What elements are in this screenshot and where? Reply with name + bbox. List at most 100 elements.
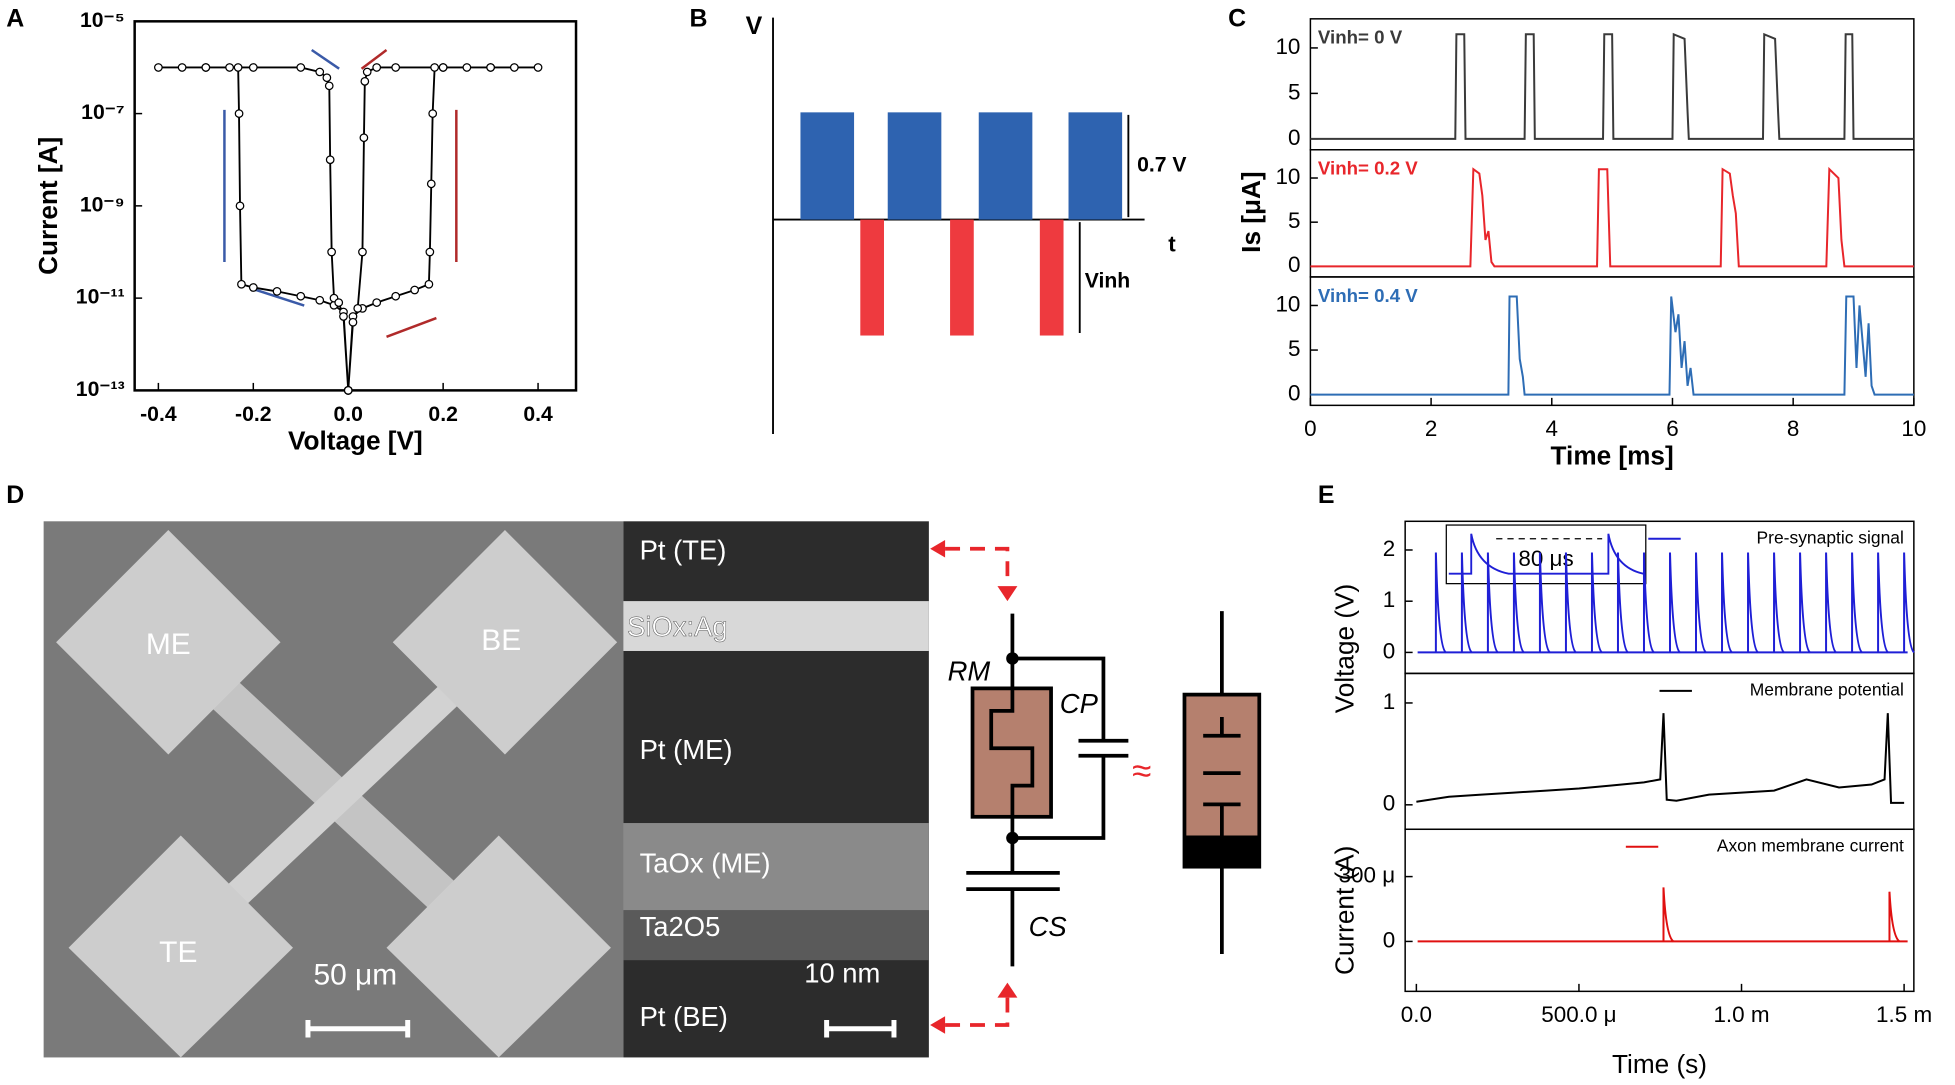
y-tick-label: 0 (1288, 125, 1300, 150)
sweep-arrows (223, 48, 458, 338)
plot-frame (133, 20, 578, 392)
data-point (358, 247, 367, 257)
chart: 0 5 10 Vinh= 0.2 V (1275, 149, 1915, 278)
pad-label: ME (146, 628, 191, 661)
arrow-head (997, 586, 1018, 602)
data-point (372, 63, 382, 72)
arrow (253, 288, 305, 307)
x-tick-label: 10 (1901, 416, 1926, 441)
legend-label: Membrane potential (1750, 679, 1904, 699)
data-point (426, 179, 436, 189)
circuit (966, 611, 1262, 967)
x-tick-label: 0.4 (523, 403, 553, 426)
chart: 0 1 Membrane potential (1383, 672, 1915, 831)
panel-label: B (689, 5, 707, 33)
panel-label: D (6, 481, 24, 509)
circuit-label: CS (1029, 911, 1067, 942)
data-point (343, 386, 353, 395)
pad-label: BE (481, 624, 521, 657)
data-point (322, 73, 332, 83)
scale-label: 10 nm (804, 957, 880, 988)
spike (1799, 552, 1811, 654)
tem-layer (623, 910, 929, 961)
y-tick-label: 300 μ (1339, 863, 1396, 888)
x-tick-label: 0.0 (1401, 1002, 1432, 1027)
data-point (325, 155, 335, 165)
tem-layer (623, 823, 929, 911)
excitatory-pulse (800, 112, 855, 220)
data-point (327, 247, 336, 257)
inset: 80 μs (1445, 524, 1647, 585)
x-tick-label: -0.2 (235, 403, 272, 426)
layer-label: Pt (TE) (640, 535, 727, 566)
y-tick-label: 0 (1383, 927, 1395, 952)
pad (386, 835, 611, 1058)
spike (1773, 552, 1785, 654)
memristor-wire (989, 688, 1035, 817)
inhibitory-pulse (1039, 219, 1064, 336)
wire (1010, 613, 1106, 967)
axis-label: V (746, 12, 763, 40)
y-tick-label: 10⁻¹¹ (76, 286, 125, 309)
spike (1851, 552, 1863, 654)
data-point (248, 63, 258, 72)
y-tick-label: 10 (1275, 291, 1300, 316)
data-point (225, 63, 234, 72)
data-point (234, 109, 244, 118)
capacitor (966, 871, 1060, 891)
series-line (1310, 295, 1914, 396)
amplitude-label: 0.7 V (1137, 154, 1186, 177)
tem-layer (623, 601, 929, 651)
data-point (177, 63, 187, 72)
spike (1747, 552, 1759, 654)
link-arrow (945, 546, 1010, 587)
equivalence: ≈ (1132, 751, 1151, 790)
data-point (359, 133, 369, 143)
scale-bar (305, 1020, 411, 1038)
layer-label: Pt (ME) (640, 734, 733, 765)
x-tick-label: 4 (1546, 416, 1558, 441)
data-point (237, 279, 246, 289)
data-point (391, 63, 401, 72)
annotation: Vinh= 0.4 V (1318, 285, 1418, 306)
y-axis-label: Voltage (V) (1329, 584, 1359, 713)
y-tick-label: 10⁻⁹ (80, 193, 125, 216)
x-tick-label: 1.0 m (1713, 1002, 1769, 1027)
spike (1590, 552, 1603, 654)
y-tick-label: 5 (1288, 79, 1300, 104)
panel-labels: A B C D E (6, 5, 1334, 509)
spike (1668, 552, 1681, 654)
circuit-label: RM (948, 656, 991, 687)
data-point (424, 279, 434, 289)
y-tick-label: 0 (1383, 638, 1395, 663)
arrow-head (930, 540, 946, 558)
layer-label: Pt (BE) (640, 1001, 728, 1032)
data-point (296, 63, 306, 72)
data-point (353, 303, 363, 313)
spike (1564, 552, 1577, 654)
data-point (533, 63, 543, 72)
y-tick-label: 1 (1383, 689, 1395, 714)
data-point (360, 76, 370, 86)
series-line (158, 66, 350, 391)
data-point (372, 298, 382, 307)
data-point (430, 63, 439, 72)
series-line (1310, 166, 1914, 268)
pad (392, 530, 618, 755)
y-tick-label: 2 (1383, 536, 1395, 561)
link-arrow (945, 997, 1010, 1027)
y-tick-label: 0 (1383, 791, 1395, 816)
panel-b: V t 0.7 V Vinh (746, 12, 1187, 435)
spike (1538, 552, 1551, 654)
data-point (235, 201, 245, 211)
layer-label: Ta2O5 (640, 911, 721, 942)
data-point (334, 298, 344, 307)
y-tick-label: 5 (1288, 336, 1300, 361)
y-axis-label: Current (A) (1329, 846, 1359, 975)
excitatory-pulse (978, 112, 1033, 220)
chart: 0 300 μ 0.0 500.0 μ 1.0 m 1.5 m Time (s) Curren… (1329, 828, 1932, 1079)
chart: 10⁻⁵ 10⁻⁷ 10⁻⁹ 10⁻¹¹ 10⁻¹³ -0.4 -0.2 0.0 0.2 0.4 V… (33, 9, 578, 456)
plot-frame (1309, 276, 1915, 407)
data-point (339, 312, 348, 321)
data-point (324, 81, 334, 91)
